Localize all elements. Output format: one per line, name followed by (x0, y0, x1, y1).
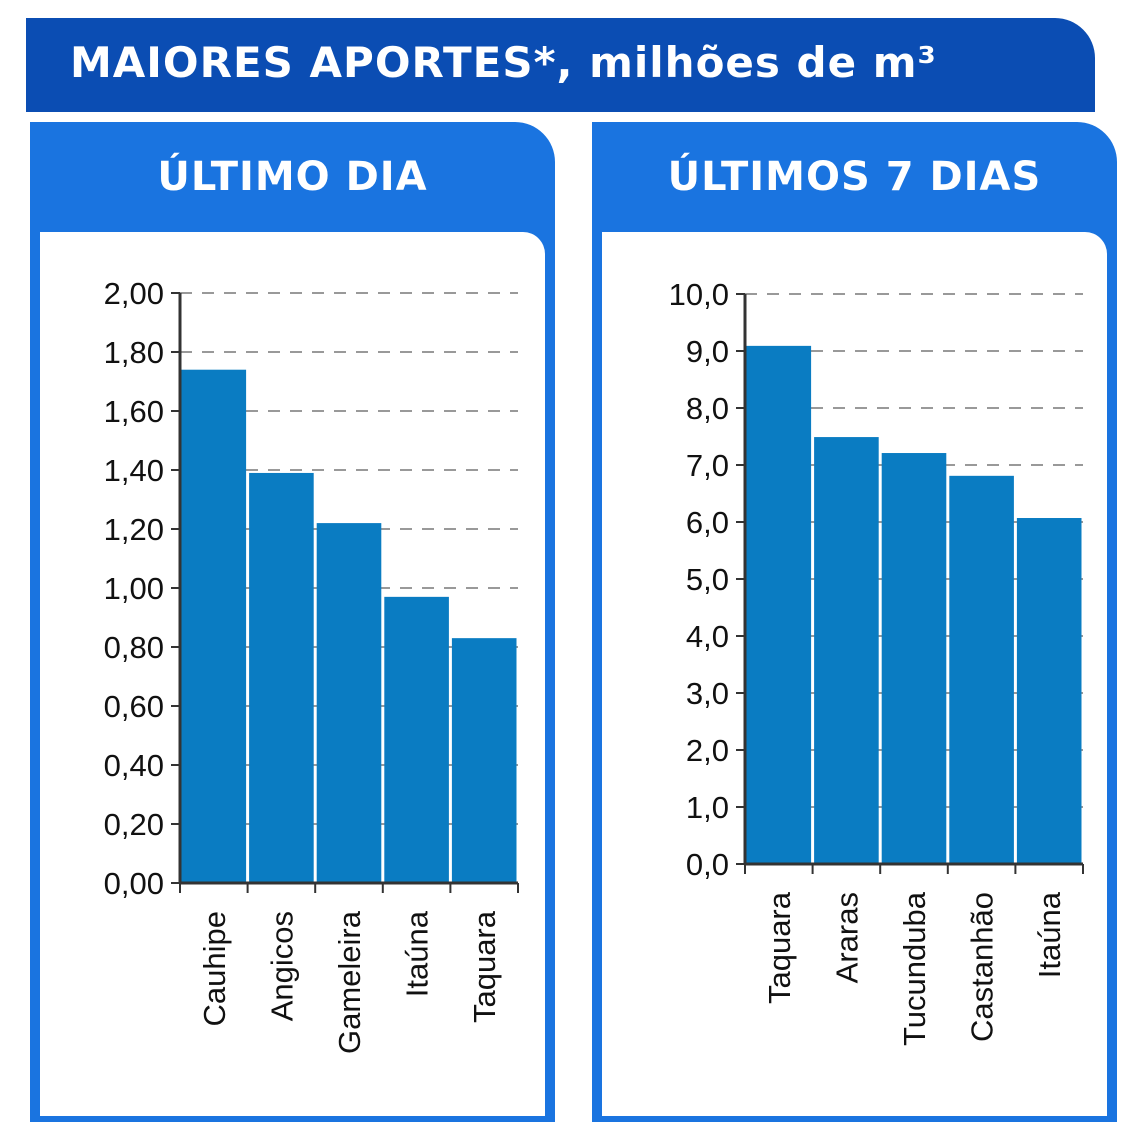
bar-itaúna (1016, 518, 1082, 864)
bar-cauhipe (181, 369, 247, 883)
y-tick-label: 6,0 (686, 505, 729, 540)
y-tick-label: 4,0 (686, 619, 729, 654)
y-tick-label: 0,40 (104, 748, 164, 783)
bar-araras (814, 437, 879, 864)
panel-title: ÚLTIMO DIA (157, 154, 428, 200)
y-tick-label: 0,60 (104, 689, 164, 724)
y-tick-label: 10,0 (669, 277, 729, 312)
bar-gameleira (316, 523, 382, 883)
y-tick-label: 0,00 (104, 866, 164, 901)
y-tick-label: 1,20 (104, 512, 164, 547)
y-tick-label: 0,20 (104, 807, 164, 842)
bar-castanhão (949, 475, 1014, 864)
x-tick-label: Castanhão (965, 892, 1000, 1042)
x-tick-label: Gameleira (332, 910, 367, 1054)
x-tick-label: Araras (829, 892, 864, 983)
bar-taquara (451, 638, 517, 883)
y-tick-label: 8,0 (686, 391, 729, 426)
x-tick-label: Itaúna (400, 910, 435, 997)
y-tick-label: 1,00 (104, 571, 164, 606)
x-tick-label: Angicos (264, 911, 299, 1021)
y-tick-label: 0,0 (686, 847, 729, 882)
x-tick-label: Tucunduba (897, 891, 932, 1046)
x-tick-label: Itaúna (1032, 891, 1067, 978)
y-tick-label: 5,0 (686, 562, 729, 597)
y-tick-label: 9,0 (686, 334, 729, 369)
y-tick-label: 3,0 (686, 676, 729, 711)
chart-title: MAIORES APORTES*, milhões de m³ (70, 38, 937, 87)
y-tick-label: 7,0 (686, 448, 729, 483)
x-tick-label: Cauhipe (197, 911, 232, 1026)
bar-taquara (746, 345, 812, 864)
title-bar: MAIORES APORTES*, milhões de m³ (26, 18, 1095, 112)
y-tick-label: 1,60 (104, 394, 164, 429)
y-tick-label: 1,80 (104, 335, 164, 370)
y-tick-label: 1,0 (686, 790, 729, 825)
x-tick-label: Taquara (467, 910, 502, 1023)
panel-title: ÚLTIMOS 7 DIAS (667, 154, 1042, 200)
x-tick-label: Taquara (762, 891, 797, 1004)
bar-tucunduba (881, 453, 947, 864)
y-tick-label: 2,00 (104, 276, 164, 311)
bar-angicos (249, 472, 314, 883)
y-tick-label: 0,80 (104, 630, 164, 665)
bar-itaúna (384, 596, 449, 883)
y-tick-label: 1,40 (104, 453, 164, 488)
y-tick-label: 2,0 (686, 733, 729, 768)
